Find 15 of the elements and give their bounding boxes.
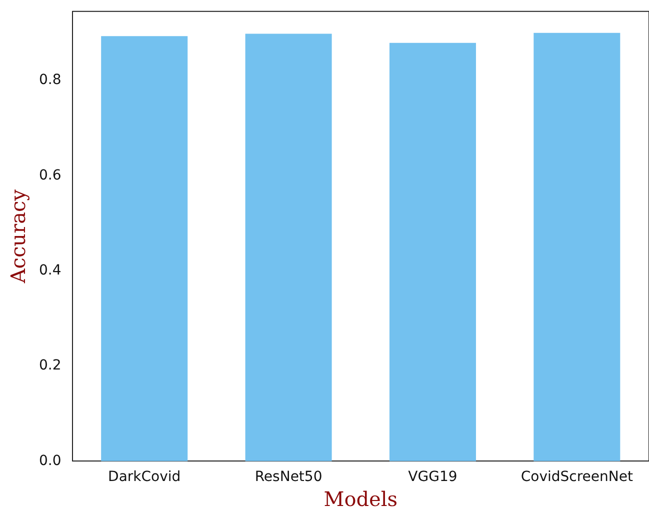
- y-tick-label: 0.8: [39, 72, 62, 88]
- bar: [534, 32, 620, 462]
- y-tick-label: 0.0: [39, 452, 62, 469]
- y-tick-label: 0.6: [39, 167, 62, 184]
- y-axis-title: Accuracy: [6, 188, 30, 284]
- bar: [245, 34, 332, 462]
- bar: [101, 36, 188, 462]
- x-tick-label: ResNet50: [254, 469, 322, 486]
- y-tick-label: 0.2: [39, 358, 62, 374]
- y-tick-label: 0.4: [39, 262, 62, 278]
- x-tick-label: CovidScreenNet: [520, 469, 634, 486]
- bar: [389, 42, 476, 462]
- x-tick-label: VGG19: [408, 469, 458, 486]
- x-tick-label: DarkCovid: [108, 469, 181, 486]
- x-axis-title: Models: [324, 487, 398, 512]
